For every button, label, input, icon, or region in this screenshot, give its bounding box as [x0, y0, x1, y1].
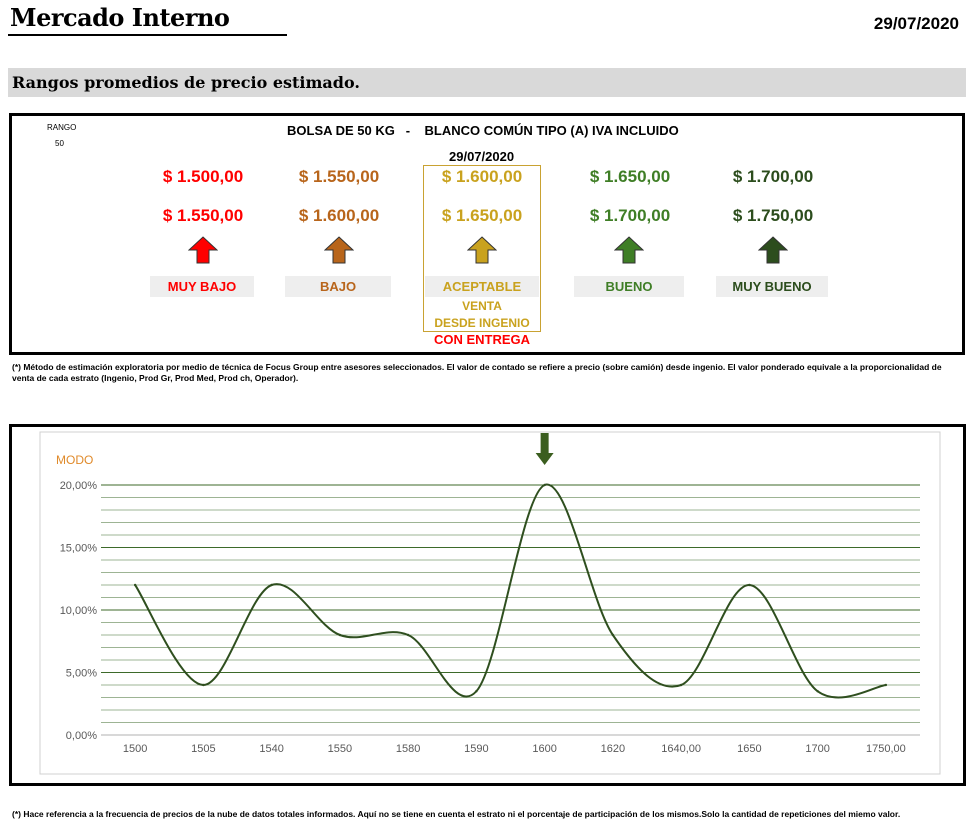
tier-label: MUY BAJO [150, 276, 254, 297]
down-arrow-icon [535, 433, 554, 465]
rango-label: RANGO [47, 123, 77, 132]
current-tier-highlight [423, 165, 541, 332]
y-tick-label: 5,00% [66, 668, 97, 680]
data-point [611, 633, 615, 637]
y-axis-tick-labels: 0,00% 5,00% 10,00% 15,00% 20,00% [60, 480, 98, 742]
data-point [270, 583, 273, 587]
tier-price-high: $ 1.700,00 [589, 206, 671, 225]
up-arrow-icon [324, 236, 354, 264]
tier-label: MUY BUENO [716, 276, 828, 297]
section-header-bar: Rangos promedios de precio estimado. [8, 68, 966, 97]
data-point [816, 690, 819, 693]
plot-frame [39, 431, 941, 775]
price-range-panel: RANGO 50 BOLSA DE 50 KG - BLANCO COMÚN T… [9, 113, 965, 355]
tier-price-low: $ 1.550,00 [298, 167, 380, 186]
x-tick-label: 1700 [805, 743, 829, 755]
mode-line-chart: MODO 0,00%5,00%10,00%15,00%20,00% 1500 15… [39, 431, 941, 775]
x-tick-label: 1550 [328, 743, 352, 755]
up-arrow-icon [467, 236, 497, 264]
data-point [679, 683, 683, 687]
x-tick-label: 1540 [259, 743, 283, 755]
title-underline [8, 34, 287, 36]
delivery-note: CON ENTREGA [433, 332, 531, 347]
up-arrow-icon [758, 236, 788, 264]
y-tick-label: 15,00% [60, 543, 98, 555]
x-tick-label: 1620 [601, 743, 625, 755]
data-point [884, 683, 888, 687]
y-tick-label: 20,00% [60, 480, 98, 492]
tier-label: BAJO [285, 276, 391, 297]
tier-price-low: $ 1.650,00 [589, 167, 671, 186]
data-point [338, 633, 342, 637]
x-tick-label: 1750,00 [866, 743, 906, 755]
rango-value: 50 [55, 139, 64, 148]
data-point [133, 583, 137, 587]
chart-footnote: (*) Hace referencia a la frecuencia de p… [12, 809, 901, 819]
grid-lines [101, 484, 920, 736]
up-arrow-icon [614, 236, 644, 264]
sale-note: VENTA [462, 299, 502, 313]
data-points [133, 483, 888, 693]
mode-chart-panel: MODO 0,00% 5,00% 10,00% 15,00% 20,00% 1500 15… [9, 424, 966, 786]
x-tick-label: 1505 [191, 743, 215, 755]
data-point [543, 483, 546, 487]
x-tick-label: 1640,00 [661, 743, 701, 755]
product-title: BOLSA DE 50 KG - BLANCO COMÚN TIPO (A) I… [287, 123, 679, 138]
method-footnote: (*) Método de estimación exploratoria po… [12, 362, 942, 383]
up-arrow-icon [188, 236, 218, 264]
section-title: Rangos promedios de precio estimado. [12, 73, 360, 92]
data-point [202, 683, 205, 687]
tier-price-high: $ 1.550,00 [162, 206, 244, 225]
chart-title: MODO [56, 453, 93, 467]
tier-price-high: $ 1.650,00 [441, 206, 523, 225]
tier-label: ACEPTABLE [425, 276, 539, 297]
x-axis-tick-labels: 1500 1505 1540 1550 1580 1590 1600 1620 1640,00 1… [123, 743, 906, 755]
tier-label: BUENO [574, 276, 684, 297]
y-tick-label: 0,00% [66, 730, 97, 742]
data-point [406, 633, 410, 637]
header-date: 29/07/2020 [873, 14, 959, 33]
x-tick-label: 1650 [737, 743, 761, 755]
page-title: Mercado Interno [10, 3, 230, 32]
tier-price-high: $ 1.600,00 [298, 206, 380, 225]
tier-price-low: $ 1.500,00 [162, 167, 244, 186]
tier-price-low: $ 1.600,00 [441, 167, 523, 186]
y-tick-label: 10,00% [60, 605, 98, 617]
data-point [475, 690, 478, 693]
x-tick-label: 1580 [396, 743, 420, 755]
x-tick-label: 1600 [532, 743, 556, 755]
tier-price-high: $ 1.750,00 [732, 206, 814, 225]
x-tick-label: 1590 [464, 743, 488, 755]
x-tick-label: 1500 [123, 743, 147, 755]
sale-note: DESDE INGENIO [434, 316, 530, 330]
data-point [748, 583, 751, 587]
tier-price-low: $ 1.700,00 [732, 167, 814, 186]
current-date: 29/07/2020 [449, 149, 515, 164]
